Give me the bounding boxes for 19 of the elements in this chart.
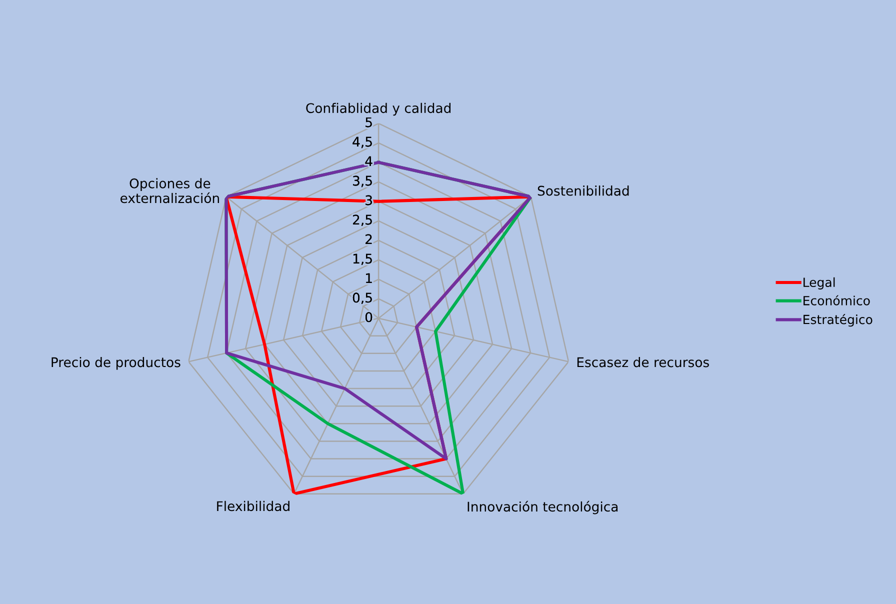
spoke-label: Precio de productos xyxy=(52,357,180,370)
spoke-label: Flexibilidad xyxy=(217,500,290,512)
y-tick-label: 2 xyxy=(366,234,372,244)
y-tick-label: 3,5 xyxy=(353,176,372,188)
legend-label: Económico xyxy=(804,295,870,306)
spoke-label: Sostenibilidad xyxy=(538,186,629,196)
y-tick-label: 0,5 xyxy=(352,292,372,304)
spoke-label: Escasez de recursos xyxy=(577,357,709,368)
y-tick-label: 1,5 xyxy=(353,254,372,266)
y-tick-label: 4,5 xyxy=(352,136,372,148)
y-tick-label: 5 xyxy=(366,117,372,128)
spoke-label: Opciones de externalización xyxy=(120,178,219,204)
y-tick-label: 1 xyxy=(366,273,372,283)
y-tick-label: 2,5 xyxy=(352,214,372,226)
legend-label: Legal xyxy=(804,277,835,290)
spoke-label: Confiablidad y calidad xyxy=(306,102,451,116)
y-tick-label: 0 xyxy=(365,312,372,322)
legend-label: Estratégico xyxy=(804,314,872,327)
spoke-label: Innovación tecnológica xyxy=(468,500,618,514)
